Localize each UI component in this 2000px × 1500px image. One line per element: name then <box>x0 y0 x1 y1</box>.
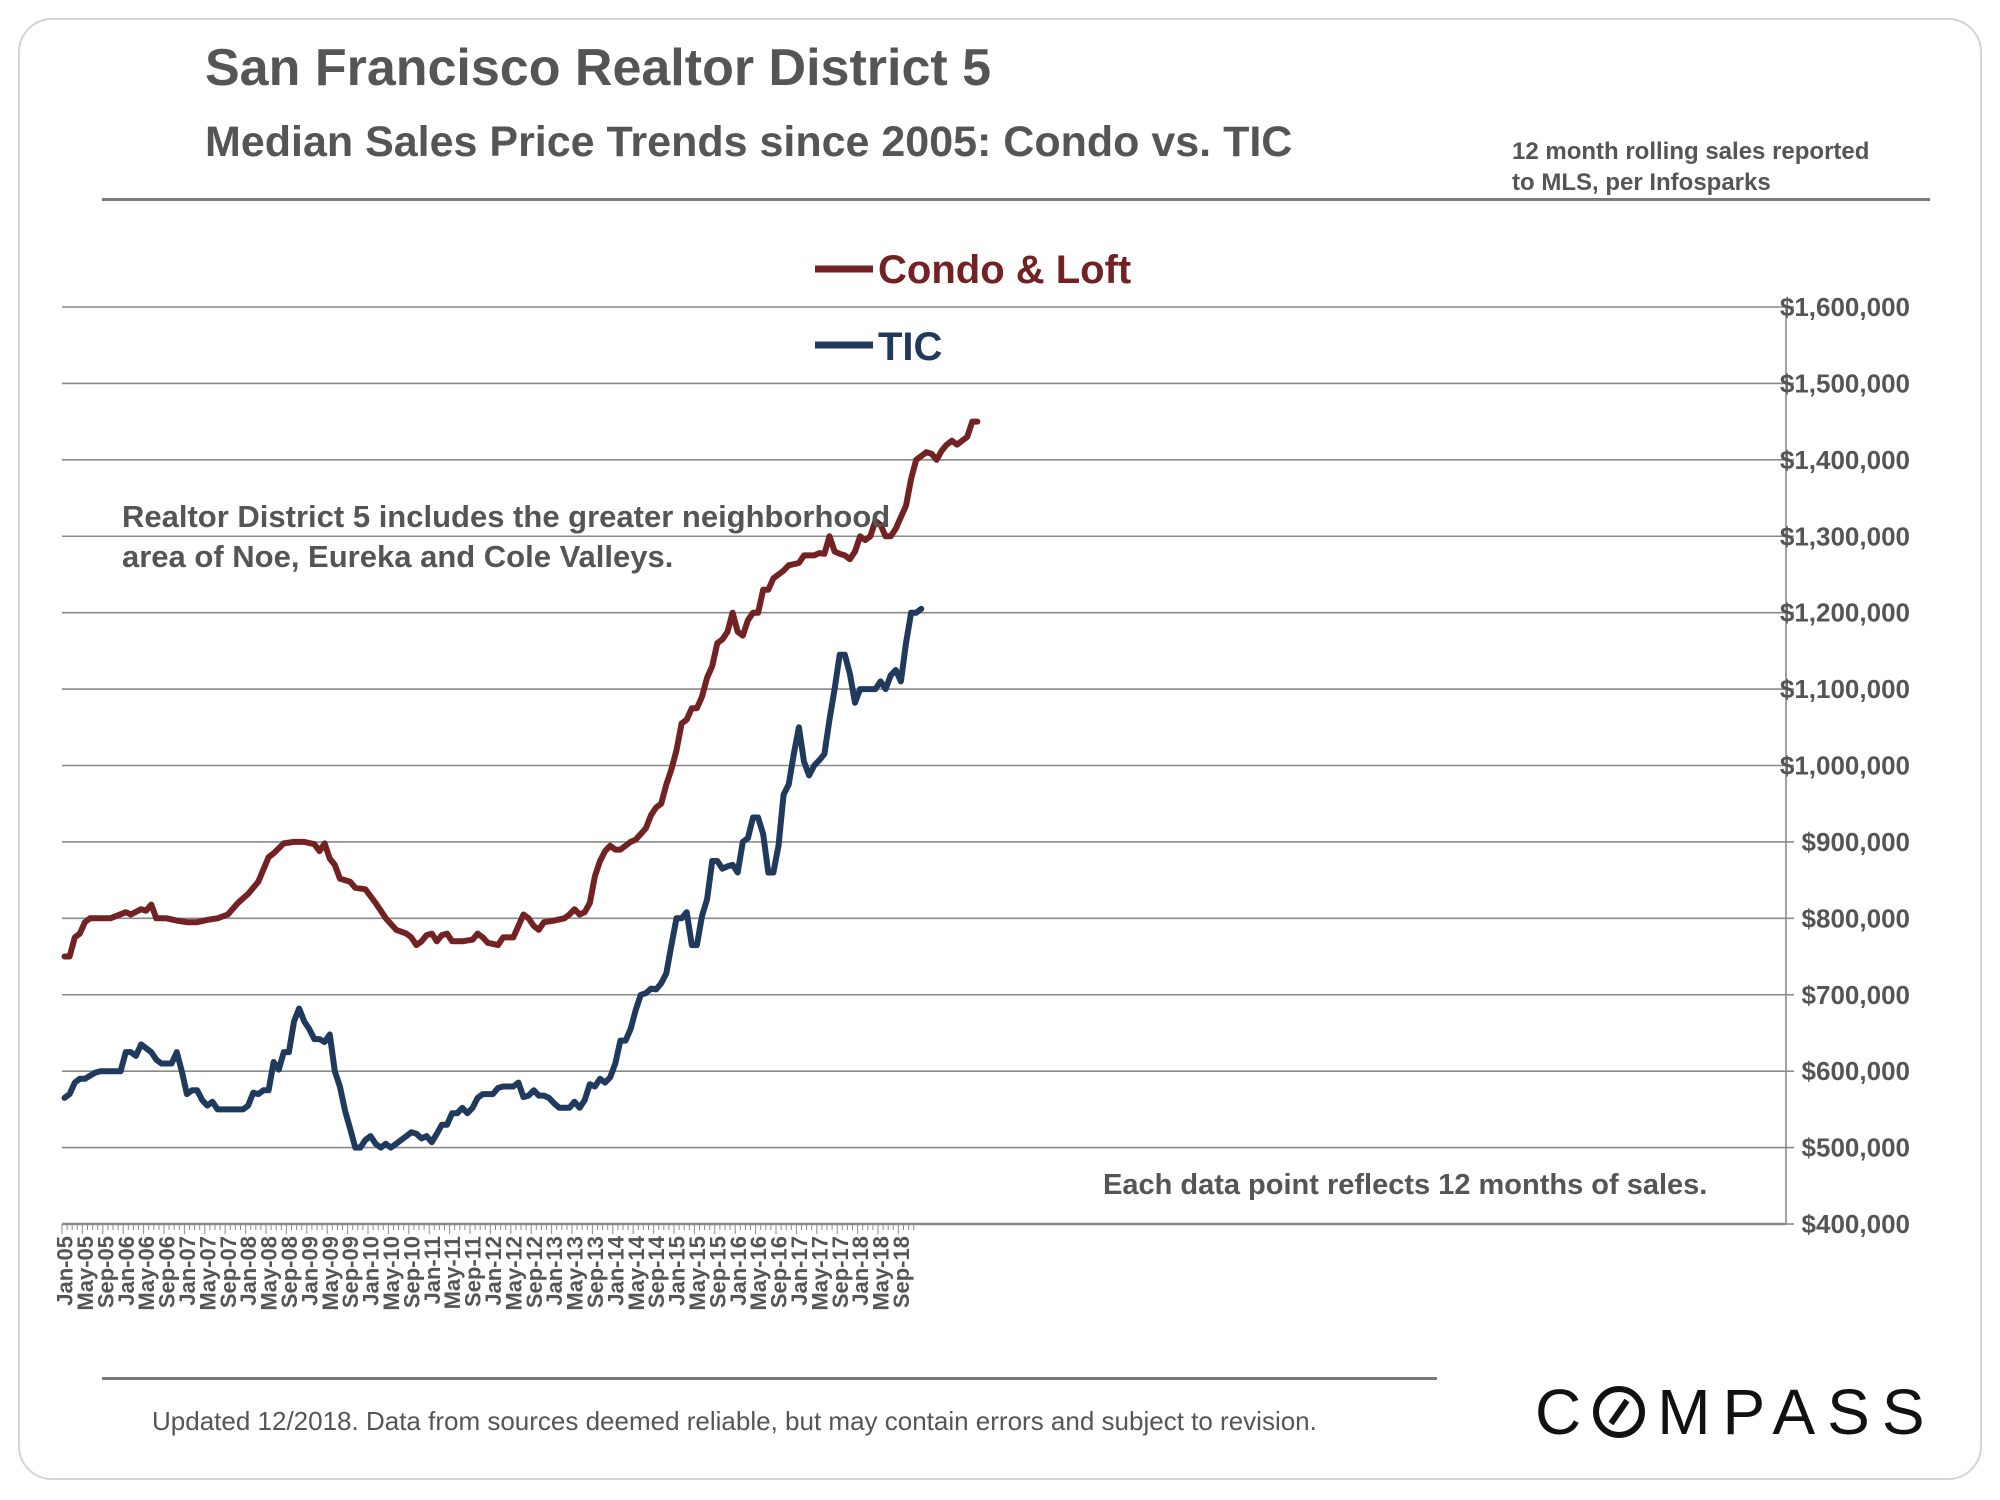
y-tick-label: $800,000 <box>1802 903 1910 933</box>
source-note-line-2: to MLS, per Infosparks <box>1512 169 1771 196</box>
legend-label-tic: TIC <box>878 325 942 369</box>
x-tick-label: Jan-08 <box>236 1236 261 1306</box>
x-tick-label: May-17 <box>807 1236 832 1311</box>
x-tick-label: Sep-13 <box>583 1236 608 1308</box>
x-tick-label: Jan-06 <box>114 1236 139 1306</box>
x-tick-label: Sep-09 <box>338 1236 363 1308</box>
x-tick-label: Sep-12 <box>522 1236 547 1308</box>
x-tick-label: Jan-13 <box>542 1236 567 1306</box>
x-tick-label: Sep-08 <box>277 1236 302 1308</box>
x-tick-label: Sep-18 <box>889 1236 914 1308</box>
x-tick-label: May-08 <box>257 1236 282 1311</box>
x-tick-label: May-15 <box>685 1236 710 1311</box>
footer-disclaimer: Updated 12/2018. Data from sources deeme… <box>152 1406 1317 1436</box>
x-tick-label: May-10 <box>379 1236 404 1311</box>
footer-divider <box>102 1377 1437 1380</box>
x-tick-label: May-12 <box>501 1236 526 1311</box>
y-tick-label: $1,000,000 <box>1780 751 1910 781</box>
legend-label-condo: Condo & Loft <box>878 248 1131 292</box>
legend: Condo & Loft TIC <box>815 248 1131 369</box>
gridlines <box>62 306 1787 1226</box>
x-tick-label: Jan-17 <box>787 1236 812 1306</box>
x-tick-label: Jan-14 <box>603 1235 628 1305</box>
district-annotation-line-1: Realtor District 5 includes the greater … <box>122 499 891 534</box>
district-annotation-line-2: area of Noe, Eureka and Cole Valleys. <box>122 539 674 574</box>
x-tick-label: Jan-11 <box>420 1236 445 1305</box>
x-tick-label: Jan-10 <box>359 1236 384 1306</box>
y-axis-ticks: $400,000 $500,000 $600,000 $700,000 $800,000… <box>1780 292 1910 1239</box>
logo-compass-o-icon <box>1593 1386 1646 1438</box>
x-tick-label: Sep-11 <box>461 1236 486 1307</box>
x-tick-label: May-05 <box>73 1236 98 1311</box>
page-title: San Francisco Realtor District 5 <box>205 39 992 97</box>
compass-logo: C MPASS <box>1535 1375 1937 1449</box>
x-axis-ticks: Jan-05May-05Sep-05Jan-06May-06Sep-06Jan-… <box>53 1224 915 1311</box>
x-tick-label: Jan-05 <box>53 1236 78 1306</box>
y-tick-label: $900,000 <box>1802 827 1910 857</box>
x-tick-label: May-11 <box>440 1236 465 1309</box>
x-tick-label: Jan-09 <box>297 1236 322 1306</box>
logo-letter-c: C <box>1535 1376 1594 1448</box>
condo-line <box>61 418 981 960</box>
x-tick-label: May-14 <box>624 1235 649 1310</box>
x-tick-label: Sep-05 <box>93 1236 118 1308</box>
y-tick-label: $400,000 <box>1802 1209 1910 1239</box>
y-tick-label: $1,600,000 <box>1780 292 1910 322</box>
x-tick-label: Sep-07 <box>216 1236 241 1308</box>
x-tick-label: May-16 <box>746 1236 771 1311</box>
y-tick-label: $1,400,000 <box>1780 445 1910 475</box>
x-tick-label: Jan-15 <box>665 1236 690 1306</box>
x-tick-label: Sep-10 <box>399 1236 424 1308</box>
y-tick-label: $1,200,000 <box>1780 598 1910 628</box>
y-tick-label: $1,300,000 <box>1780 521 1910 551</box>
source-note: 12 month rolling sales reported to MLS, … <box>1512 136 1932 198</box>
x-tick-label: Sep-16 <box>767 1236 792 1308</box>
series-lines <box>61 418 981 1151</box>
x-tick-label: May-13 <box>563 1236 588 1311</box>
x-tick-label: Sep-17 <box>828 1236 853 1308</box>
y-tick-label: $600,000 <box>1802 1056 1910 1086</box>
x-tick-label: Sep-06 <box>155 1236 180 1308</box>
header-divider <box>102 198 1930 201</box>
logo-letters: MPASS <box>1657 1376 1937 1448</box>
x-tick-label: May-18 <box>869 1236 894 1311</box>
x-tick-label: Jan-16 <box>726 1236 751 1306</box>
tic-line <box>61 605 925 1151</box>
x-tick-label: Sep-15 <box>705 1236 730 1308</box>
y-tick-label: $1,100,000 <box>1780 674 1910 704</box>
y-tick-label: $700,000 <box>1802 980 1910 1010</box>
y-tick-label: $1,500,000 <box>1780 368 1910 398</box>
x-tick-label: Jan-07 <box>175 1236 200 1306</box>
district-annotation: Realtor District 5 includes the greater … <box>122 497 1022 577</box>
x-tick-label: May-07 <box>195 1236 220 1311</box>
x-tick-label: Jan-18 <box>848 1236 873 1306</box>
x-tick-label: May-09 <box>318 1236 343 1311</box>
source-note-line-1: 12 month rolling sales reported <box>1512 138 1870 165</box>
y-tick-label: $500,000 <box>1802 1133 1910 1163</box>
x-tick-label: May-06 <box>134 1236 159 1311</box>
slide-card <box>18 18 1982 1480</box>
data-point-annotation: Each data point reflects 12 months of sa… <box>1103 1169 1708 1201</box>
page-subtitle: Median Sales Price Trends since 2005: Co… <box>205 118 1293 166</box>
x-tick-label: Sep-14 <box>644 1235 669 1308</box>
x-tick-label: Jan-12 <box>481 1236 506 1306</box>
